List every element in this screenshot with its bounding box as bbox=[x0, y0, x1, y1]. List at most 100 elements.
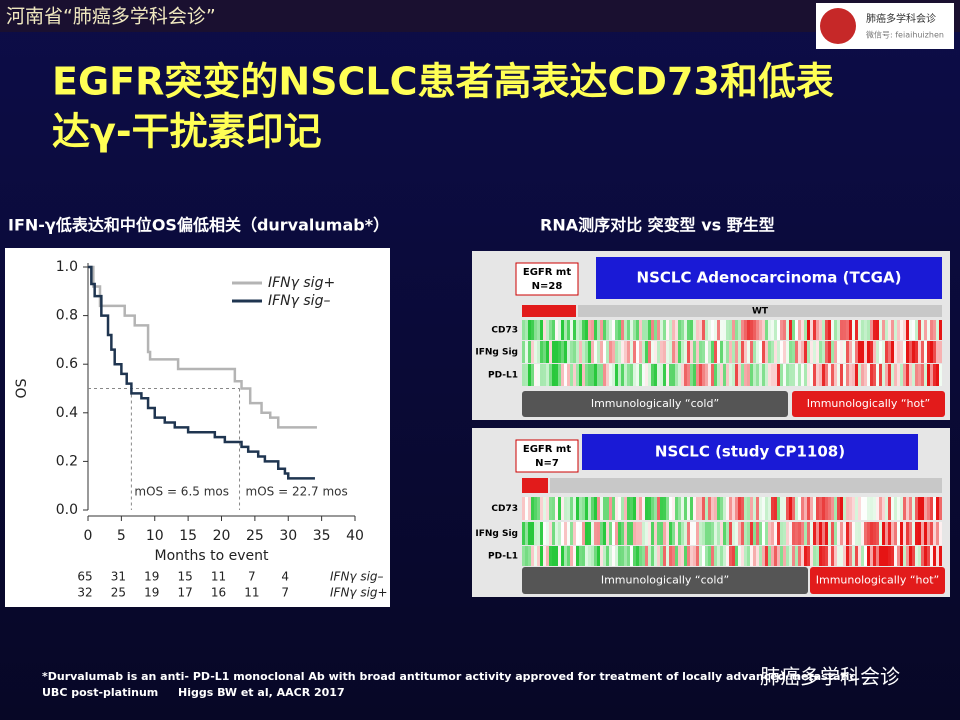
heatmap-cell bbox=[537, 320, 540, 340]
heatmap-cell bbox=[825, 364, 828, 386]
cold-bar bbox=[522, 391, 788, 417]
heatmap-cell bbox=[882, 341, 885, 363]
heatmap-cell bbox=[678, 341, 681, 363]
heatmap-cell bbox=[543, 546, 546, 566]
heatmap-cell bbox=[924, 341, 927, 363]
heatmap-cell bbox=[693, 320, 696, 340]
heatmap-cell bbox=[705, 320, 708, 340]
heatmap-cell bbox=[678, 522, 681, 545]
heatmap-cell bbox=[780, 497, 783, 520]
x-tick-label: 10 bbox=[146, 528, 164, 544]
heatmap-cell bbox=[627, 497, 630, 520]
risk-count: 19 bbox=[144, 570, 159, 584]
heatmap-cell bbox=[522, 497, 525, 520]
heatmap-cell bbox=[864, 497, 867, 520]
x-tick-label: 0 bbox=[84, 528, 93, 544]
heatmap-cell bbox=[849, 364, 852, 386]
heatmap-cell bbox=[570, 546, 573, 566]
heatmap-cell bbox=[705, 546, 708, 566]
heatmap-cell bbox=[651, 320, 654, 340]
heatmap-cell bbox=[618, 320, 621, 340]
heatmap-cell bbox=[690, 320, 693, 340]
heatmap-cell bbox=[525, 364, 528, 386]
heatmap-cell bbox=[750, 522, 753, 545]
heatmap-cell bbox=[810, 546, 813, 566]
heatmap-cell bbox=[903, 364, 906, 386]
heatmap-cell bbox=[639, 546, 642, 566]
heatmap-cell bbox=[708, 320, 711, 340]
heatmap-cell bbox=[642, 364, 645, 386]
heatmap-cell bbox=[594, 497, 597, 520]
heatmap-cell bbox=[732, 546, 735, 566]
heatmap-cell bbox=[777, 522, 780, 545]
heatmap-cell bbox=[747, 522, 750, 545]
header-bar bbox=[0, 0, 960, 32]
heatmap-cell bbox=[717, 364, 720, 386]
heatmap-cell bbox=[777, 497, 780, 520]
heatmap-cell bbox=[837, 364, 840, 386]
heatmap-cell bbox=[594, 546, 597, 566]
heatmap-cell bbox=[702, 522, 705, 545]
heatmap-cell bbox=[918, 497, 921, 520]
heatmap-cell bbox=[558, 341, 561, 363]
heatmap-cell bbox=[687, 497, 690, 520]
heatmap-cell bbox=[594, 522, 597, 545]
heatmap-cell bbox=[759, 364, 762, 386]
heatmap-cell bbox=[687, 522, 690, 545]
heatmap-cell bbox=[750, 320, 753, 340]
heatmap-cell bbox=[888, 320, 891, 340]
heatmap-cell bbox=[600, 320, 603, 340]
heatmap-cell bbox=[660, 364, 663, 386]
heatmap-cell bbox=[789, 522, 792, 545]
heatmap-cell bbox=[765, 497, 768, 520]
heatmap-cell bbox=[828, 546, 831, 566]
heatmap-cell bbox=[534, 320, 537, 340]
heatmap-cell bbox=[648, 522, 651, 545]
heatmap-cell bbox=[681, 497, 684, 520]
x-axis-label: Months to event bbox=[154, 548, 269, 564]
heatmap-cell bbox=[633, 522, 636, 545]
heatmap-cell bbox=[684, 320, 687, 340]
heatmap-cell bbox=[831, 546, 834, 566]
heatmap-cell bbox=[675, 320, 678, 340]
heatmap-cell bbox=[702, 497, 705, 520]
heatmap-cell bbox=[585, 320, 588, 340]
group-n: N=28 bbox=[532, 281, 563, 292]
heatmap-cell bbox=[759, 546, 762, 566]
heatmap-cell bbox=[891, 320, 894, 340]
heatmap-cell bbox=[759, 320, 762, 340]
heatmap-cell bbox=[540, 320, 543, 340]
heatmap-cell bbox=[900, 320, 903, 340]
heatmap-cell bbox=[816, 546, 819, 566]
heatmap-cell bbox=[555, 546, 558, 566]
heatmap-cell bbox=[711, 341, 714, 363]
heatmap-cell bbox=[792, 320, 795, 340]
heatmap-cell bbox=[846, 341, 849, 363]
heatmap-cell bbox=[858, 364, 861, 386]
heatmap-cell bbox=[882, 522, 885, 545]
heatmap-cell bbox=[531, 522, 534, 545]
heatmap-cell bbox=[888, 497, 891, 520]
heatmap-cell bbox=[894, 497, 897, 520]
y-tick-label: 0.8 bbox=[56, 308, 78, 324]
heatmap-cell bbox=[645, 320, 648, 340]
heatmap-cell bbox=[561, 364, 564, 386]
heatmap-cell bbox=[675, 522, 678, 545]
heatmap-cell bbox=[588, 320, 591, 340]
heatmap-cell bbox=[852, 497, 855, 520]
heatmap-cell bbox=[615, 546, 618, 566]
heatmap-cell bbox=[558, 364, 561, 386]
heatmap-cell bbox=[915, 497, 918, 520]
heatmap-cell bbox=[750, 341, 753, 363]
heatmap-cell bbox=[888, 546, 891, 566]
heatmap-cell bbox=[654, 522, 657, 545]
heatmap-cell bbox=[915, 320, 918, 340]
survival-curve bbox=[88, 265, 317, 429]
heatmap-cell bbox=[648, 320, 651, 340]
heatmap-cell bbox=[870, 364, 873, 386]
heatmap-cell bbox=[753, 497, 756, 520]
heatmap-cell bbox=[804, 320, 807, 340]
heatmap-cell bbox=[690, 364, 693, 386]
heatmap-cell bbox=[936, 497, 939, 520]
heatmap-cell bbox=[768, 546, 771, 566]
